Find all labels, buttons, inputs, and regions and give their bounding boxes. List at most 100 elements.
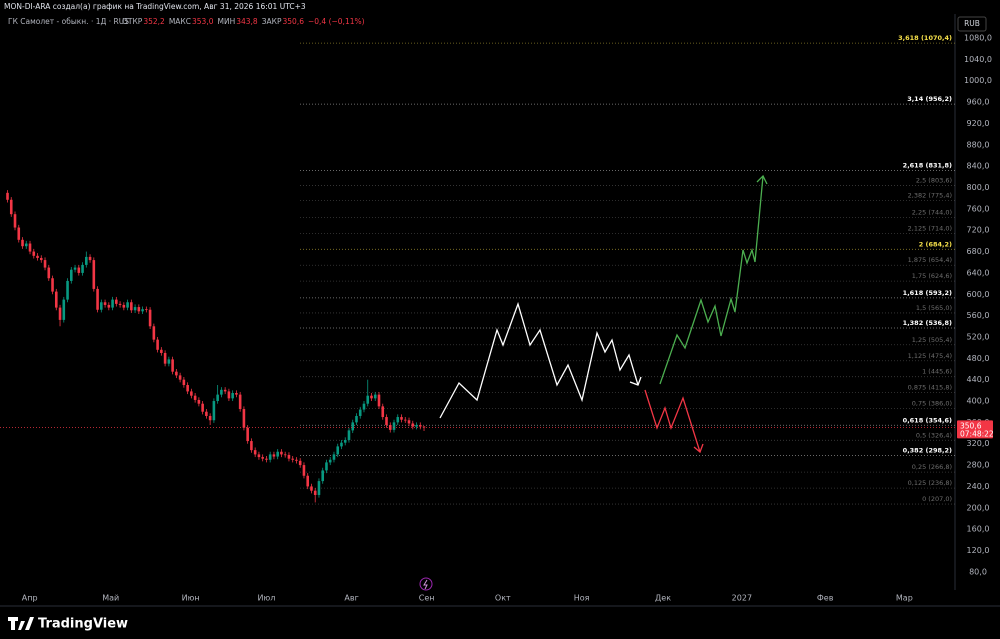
fib-label: 2,125 (714,0) — [908, 224, 952, 232]
fib-label: 1,125 (475,4) — [908, 352, 952, 360]
event-bolt — [423, 579, 428, 590]
arrow-head — [629, 376, 642, 386]
fib-label: 0,875 (415,8) — [908, 384, 952, 392]
candle-body — [268, 454, 272, 460]
candle-body — [362, 403, 366, 410]
forecast-green — [659, 175, 764, 385]
candle-body — [115, 299, 118, 304]
fib-label: 1,618 (593,2) — [903, 289, 952, 297]
candle-body — [347, 430, 351, 440]
candle-body — [400, 417, 403, 420]
logo-mark — [8, 617, 34, 630]
y-tick-label: 120,0 — [967, 546, 990, 555]
candle-body — [306, 475, 310, 487]
ohlc-label: ЗАКР — [262, 17, 282, 26]
last-price-box — [957, 420, 993, 439]
candle-body — [96, 288, 99, 310]
fib-label: 2,618 (831,8) — [903, 162, 952, 170]
candle-body — [13, 214, 17, 228]
candle-body — [392, 422, 396, 430]
candle-body — [9, 199, 13, 215]
fib-label: 0,5 (326,4) — [916, 431, 952, 439]
currency-button[interactable] — [957, 16, 987, 32]
candle-body — [54, 291, 58, 308]
candle-body — [340, 442, 343, 447]
candle-body — [325, 462, 328, 471]
y-tick-label: 680,0 — [967, 247, 990, 256]
candle-body — [370, 395, 373, 399]
ohlc-label: ОТКР — [122, 17, 143, 26]
candle-body — [287, 454, 291, 459]
candle-body — [186, 385, 189, 392]
y-tick-label: 720,0 — [967, 226, 990, 235]
y-tick-label: 400,0 — [967, 397, 990, 406]
fib-label: 1 (445,6) — [922, 368, 952, 376]
candle-body — [291, 458, 294, 460]
x-tick-label: Авг — [344, 594, 358, 603]
candle-body — [85, 256, 88, 265]
fib-label: 2,382 (775,4) — [908, 192, 952, 200]
fib-label: 0,618 (354,6) — [903, 416, 952, 424]
symbol: ГК Самолет - обыкн. · 1Д · RUS — [8, 17, 129, 26]
candle-body — [28, 243, 32, 252]
fib-levels: 3,618 (1070,4) 3,14 (956,2) 2,618 (831,8) 2… — [300, 34, 955, 505]
y-tick-label: 800,0 — [967, 183, 990, 192]
candle-body — [32, 251, 36, 256]
candle-body — [160, 349, 163, 353]
candle-body — [175, 371, 178, 376]
x-tick-label: Июн — [182, 594, 200, 603]
x-tick-label: Мар — [896, 594, 913, 603]
currency[interactable]: RUB — [964, 19, 980, 28]
y-tick-label: 560,0 — [967, 311, 990, 320]
fib-label: 1,875 (654,4) — [908, 256, 952, 264]
y-tick-label: 840,0 — [967, 162, 990, 171]
candle-body — [220, 389, 223, 395]
candle-body — [62, 299, 66, 320]
candle-body — [343, 439, 347, 443]
axes: 80,0120,0160,0200,0240,0280,0320,0360,04… — [0, 34, 994, 603]
ohlc-label: МАКС — [169, 17, 191, 26]
candle-body — [133, 307, 137, 311]
ohlc-value: 353,0 — [192, 17, 214, 26]
fib-label: 0,25 (266,8) — [912, 463, 952, 471]
candle-body — [276, 451, 279, 457]
candle-body — [261, 457, 264, 459]
event-icon[interactable] — [419, 577, 433, 591]
x-tick-label: Дек — [655, 594, 671, 603]
candle-body — [92, 260, 96, 289]
x-tick-label: Май — [102, 594, 119, 603]
candle-body — [227, 391, 231, 399]
ohlc-value: 343,8 — [236, 17, 258, 26]
candle-body — [321, 470, 325, 482]
y-tick-label: 920,0 — [967, 119, 990, 128]
candle-body — [415, 425, 418, 427]
candle-body — [122, 304, 126, 308]
candle-body — [6, 192, 9, 200]
candle-body — [21, 239, 24, 247]
y-tick-label: 640,0 — [967, 268, 990, 277]
y-tick-label: 320,0 — [967, 439, 990, 448]
attribution: MON-DI-ARA создал(а) график на TradingVi… — [4, 2, 306, 11]
candle-body — [328, 459, 332, 463]
x-tick-label: Апр — [22, 594, 38, 603]
candle-body — [351, 422, 355, 431]
candle-body — [24, 243, 28, 247]
candle-body — [58, 307, 62, 320]
fib-label: 2 (684,2) — [919, 240, 952, 248]
candle-body — [73, 267, 77, 270]
x-tick-label: 2027 — [732, 594, 752, 603]
ohlc-value: 352,2 — [143, 17, 165, 26]
candle-body — [208, 415, 212, 421]
y-tick-label: 1000,0 — [964, 76, 992, 85]
candle-body — [69, 269, 73, 281]
candle-body — [246, 427, 249, 442]
x-tick-label: Июл — [258, 594, 276, 603]
candle-body — [66, 280, 69, 300]
candle-body — [298, 460, 302, 466]
y-tick-label: 880,0 — [967, 140, 990, 149]
fib-label: 2,5 (803,6) — [916, 177, 952, 185]
candle-body — [43, 260, 47, 268]
candle-body — [182, 379, 186, 386]
fib-label: 3,14 (956,2) — [907, 95, 952, 103]
